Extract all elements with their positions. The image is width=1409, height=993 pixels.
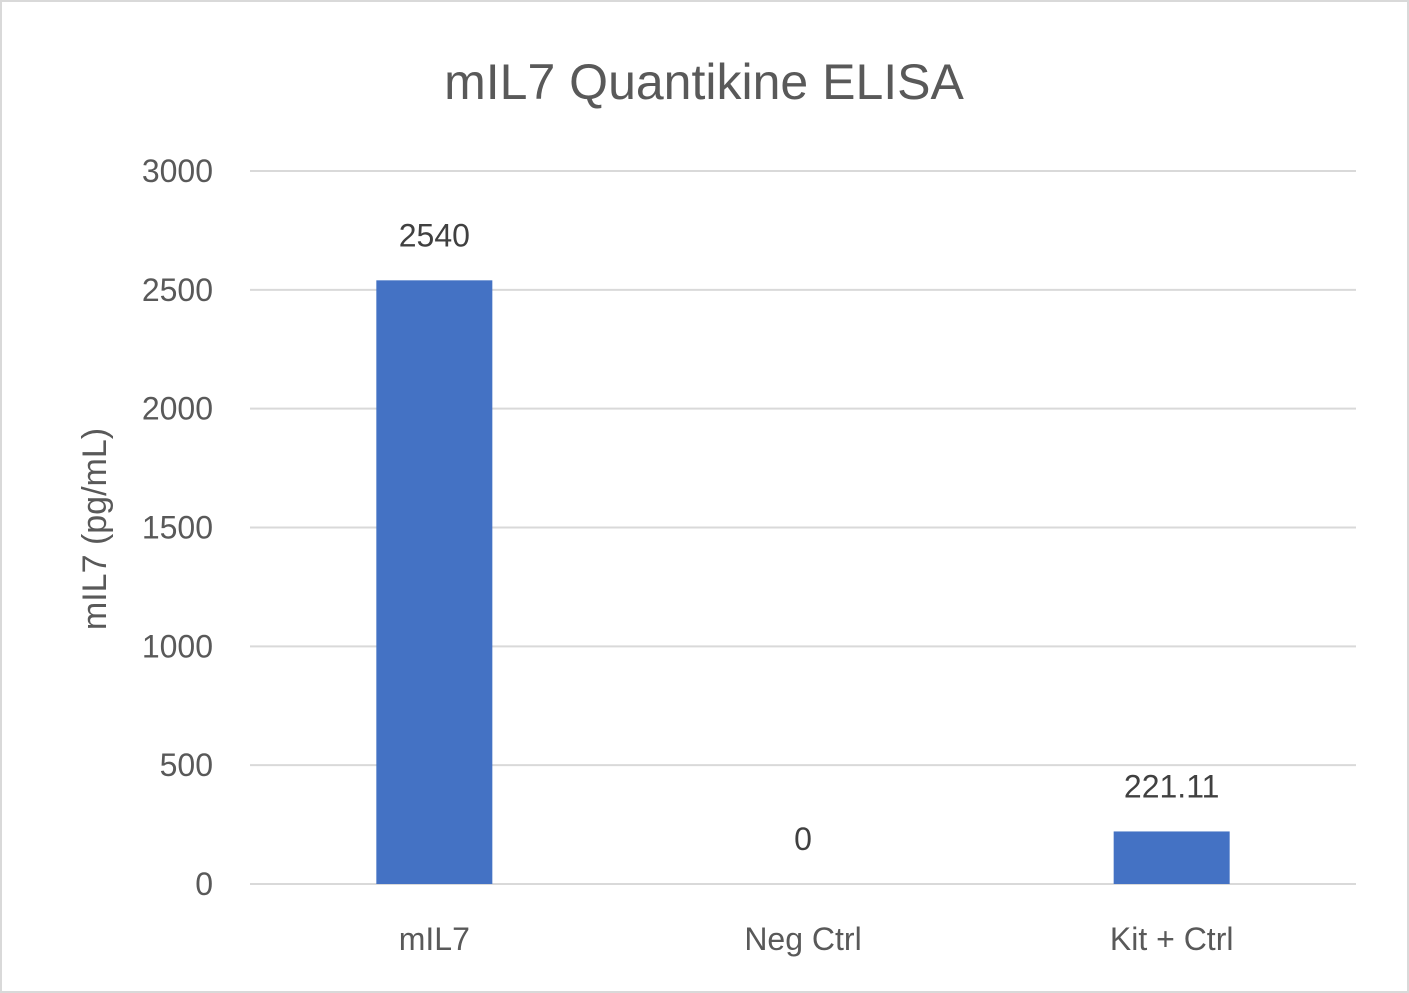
data-labels: 2540 0 221.11 — [399, 217, 1220, 857]
y-tick-label: 2000 — [142, 391, 213, 427]
x-tick-label: Neg Ctrl — [744, 921, 861, 957]
chart-title: mIL7 Quantikine ELISA — [444, 54, 964, 110]
x-tick-label: Kit + Ctrl — [1110, 921, 1234, 957]
y-tick-label: 2500 — [142, 272, 213, 308]
bars — [376, 280, 1230, 884]
data-label: 0 — [794, 821, 812, 857]
data-label: 221.11 — [1124, 768, 1220, 804]
y-tick-label: 1500 — [142, 510, 213, 546]
y-axis-tick-labels: 0 500 1000 1500 2000 2500 3000 — [142, 153, 213, 902]
y-axis-title: mIL7 (pg/mL) — [76, 428, 114, 630]
data-label: 2540 — [399, 217, 470, 253]
y-tick-label: 3000 — [142, 153, 213, 189]
y-tick-label: 0 — [195, 866, 213, 902]
bar — [376, 280, 493, 884]
bar — [1113, 831, 1230, 884]
x-axis-tick-labels: mIL7 Neg Ctrl Kit + Ctrl — [399, 921, 1234, 957]
y-tick-label: 1000 — [142, 628, 213, 664]
x-tick-label: mIL7 — [399, 921, 470, 957]
y-tick-label: 500 — [160, 747, 213, 783]
